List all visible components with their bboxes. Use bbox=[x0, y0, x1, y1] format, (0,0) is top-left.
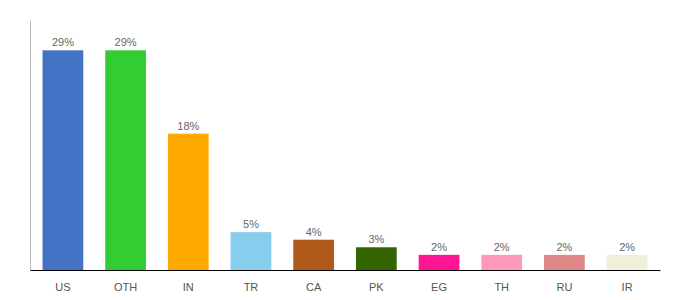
data-label: 29% bbox=[115, 36, 137, 48]
data-label: 2% bbox=[619, 241, 635, 253]
x-tick-label: TR bbox=[244, 281, 259, 293]
x-tick: PK bbox=[369, 281, 384, 293]
data-label: 29% bbox=[52, 36, 74, 48]
x-tick-label: IN bbox=[183, 281, 194, 293]
x-tick: TR bbox=[244, 281, 259, 293]
x-tick-label: OTH bbox=[114, 281, 137, 293]
x-tick-label: CA bbox=[306, 281, 322, 293]
bars bbox=[43, 50, 648, 270]
data-label: 2% bbox=[494, 241, 510, 253]
bar bbox=[481, 255, 522, 270]
plot: US OTH IN TR CA PK EG TH RU IR 29% 29% 18% 5% 4% 3% 2% 2%… bbox=[31, 21, 661, 294]
data-label: 3% bbox=[368, 233, 384, 245]
x-tick-label: EG bbox=[431, 281, 447, 293]
bar bbox=[293, 240, 334, 270]
data-label: 18% bbox=[177, 120, 199, 132]
x-tick: RU bbox=[556, 281, 572, 293]
x-tick: CA bbox=[306, 281, 322, 293]
x-tick: TH bbox=[494, 281, 509, 293]
bar bbox=[544, 255, 585, 270]
x-tick: IN bbox=[183, 281, 194, 293]
x-tick-label: RU bbox=[556, 281, 572, 293]
x-tick: EG bbox=[431, 281, 447, 293]
bar bbox=[231, 232, 272, 270]
data-labels: 29% 29% 18% 5% 4% 3% 2% 2% 2% 2% bbox=[52, 36, 635, 253]
y-axis bbox=[30, 21, 31, 271]
x-axis-line bbox=[31, 270, 661, 271]
x-tick-label: IR bbox=[622, 281, 633, 293]
bar bbox=[168, 134, 209, 270]
bar bbox=[356, 247, 397, 270]
data-label: 2% bbox=[556, 241, 572, 253]
bar bbox=[43, 50, 84, 270]
x-axis: US OTH IN TR CA PK EG TH RU IR bbox=[31, 271, 661, 294]
x-tick-label: PK bbox=[369, 281, 384, 293]
y-axis-line bbox=[30, 21, 31, 271]
data-label: 2% bbox=[431, 241, 447, 253]
x-tick: IR bbox=[622, 281, 633, 293]
bar bbox=[419, 255, 460, 270]
x-tick: US bbox=[55, 281, 70, 293]
x-tick-label: TH bbox=[494, 281, 509, 293]
chart: US OTH IN TR CA PK EG TH RU IR 29% 29% 18% 5% 4% 3% 2% 2%… bbox=[0, 0, 680, 300]
data-label: 5% bbox=[243, 218, 259, 230]
bar bbox=[105, 50, 146, 270]
x-tick: OTH bbox=[114, 281, 137, 293]
bar bbox=[607, 255, 648, 270]
data-label: 4% bbox=[306, 226, 322, 238]
x-tick-label: US bbox=[55, 281, 70, 293]
